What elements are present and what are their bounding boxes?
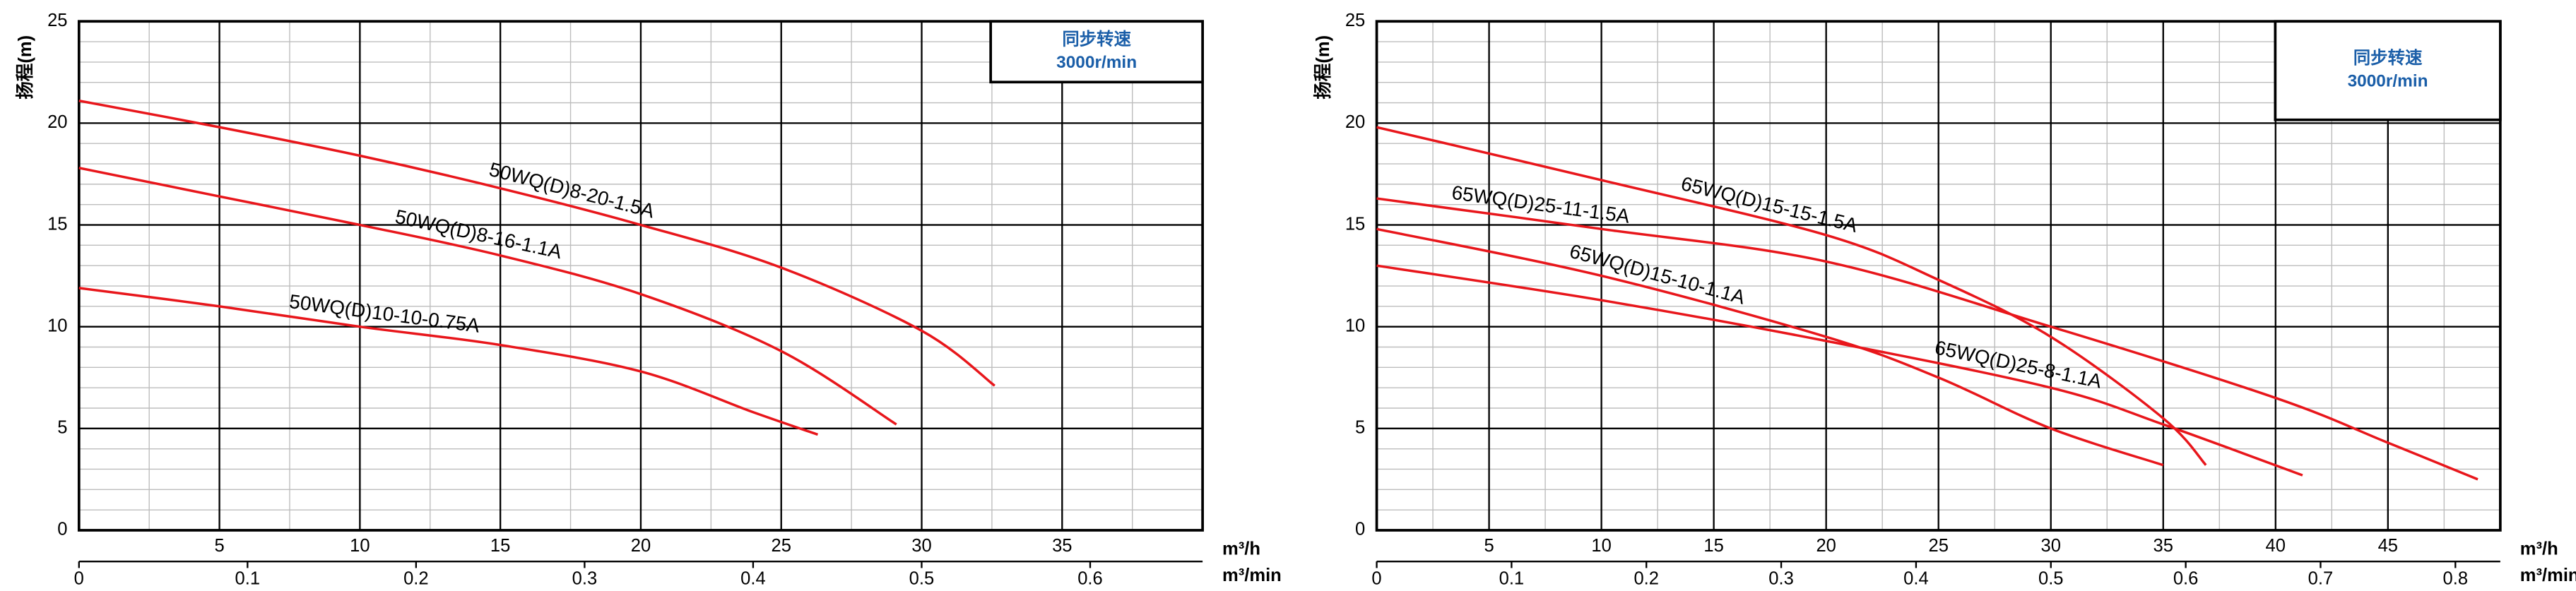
curve (78, 99, 995, 387)
curve-label: 65WQ(D)25-8-1.1A (1933, 336, 2104, 392)
x-tick-label: 30 (2041, 536, 2061, 556)
y-tick-label: 20 (1345, 112, 1365, 132)
curve (78, 287, 818, 436)
x2-tick-label: 0.5 (2038, 568, 2064, 588)
plot-frame (77, 20, 1204, 532)
speed-box (989, 20, 1204, 84)
x2-unit: m³/min (2520, 566, 2576, 585)
x-unit: m³/h (2520, 539, 2558, 559)
x2-tick-label: 0.1 (235, 568, 261, 588)
box-text: 同步转速 (1062, 29, 1131, 49)
y-tick-label: 15 (1345, 214, 1365, 234)
y-tick-label: 0 (57, 520, 67, 539)
x2-unit: m³/min (1222, 566, 1282, 585)
x2-tick-label: 0.4 (740, 568, 766, 588)
x2-tick-label: 0.2 (403, 568, 429, 588)
x-tick-label: 25 (772, 536, 791, 556)
box-text: 3000r/min (2348, 72, 2428, 91)
x-unit: m³/h (1222, 539, 1260, 559)
x2-tick-label: 0.7 (2308, 568, 2334, 588)
x2-tick-label: 0.4 (1903, 568, 1929, 588)
y-tick-label: 0 (1355, 520, 1365, 539)
x2-tick-label: 0 (74, 568, 84, 588)
x2-tick-label: 0 (1371, 568, 1381, 588)
y-tick-label: 10 (1345, 316, 1365, 335)
y-tick-label: 15 (47, 214, 67, 234)
y-tick-label: 25 (1345, 11, 1365, 30)
x2-tick-label: 0.3 (1768, 568, 1794, 588)
y-tick-label: 20 (47, 112, 67, 132)
x-tick-label: 10 (1591, 536, 1611, 556)
curve (78, 167, 897, 426)
x-tick-label: 40 (2266, 536, 2286, 556)
curve (1376, 227, 2164, 467)
x2-tick-label: 0.5 (909, 568, 935, 588)
x-tick-label: 45 (2378, 536, 2398, 556)
x-tick-label: 25 (1928, 536, 1948, 556)
curve (1376, 197, 2478, 481)
y-tick-label: 5 (57, 418, 67, 438)
x2-tick-label: 0.2 (1633, 568, 1659, 588)
y-tick-label: 25 (47, 11, 67, 30)
y-axis-title: 扬程(m) (1313, 35, 1333, 100)
x2-tick-label: 0.1 (1499, 568, 1525, 588)
curve (1376, 264, 2303, 477)
x-tick-label: 5 (214, 536, 224, 556)
x-tick-label: 20 (1816, 536, 1836, 556)
x2-tick-label: 0.6 (1077, 568, 1103, 588)
x2-tick-label: 0.8 (2443, 568, 2469, 588)
curve-label: 50WQ(D)8-16-1.1A (394, 205, 565, 263)
x-tick-label: 30 (911, 536, 931, 556)
speed-box (2274, 20, 2502, 121)
y-tick-label: 5 (1355, 418, 1365, 438)
x-tick-label: 10 (350, 536, 370, 556)
x-tick-label: 35 (1052, 536, 1072, 556)
curve (1376, 126, 2207, 466)
box-text: 3000r/min (1056, 53, 1137, 72)
y-tick-label: 10 (47, 316, 67, 335)
x-tick-label: 5 (1484, 536, 1494, 556)
x-tick-label: 15 (490, 536, 510, 556)
x-tick-label: 35 (2153, 536, 2173, 556)
y-axis-title: 扬程(m) (16, 35, 35, 100)
x-tick-label: 20 (631, 536, 651, 556)
box-text: 同步转速 (2353, 48, 2423, 68)
plot-frame (1375, 20, 2502, 532)
x-tick-label: 15 (1703, 536, 1723, 556)
x2-tick-label: 0.3 (572, 568, 598, 588)
x2-tick-label: 0.6 (2173, 568, 2199, 588)
